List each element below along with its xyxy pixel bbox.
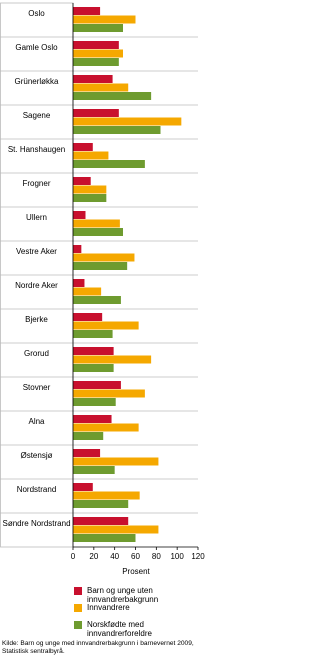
bar xyxy=(73,415,112,423)
legend-label: Norskfødte med innvandrerforeldre xyxy=(87,620,152,638)
category-label: Stovner xyxy=(23,383,51,392)
bar xyxy=(73,126,161,134)
legend-label: Innvandrere xyxy=(87,603,130,612)
bar xyxy=(73,525,159,534)
x-axis-label: Prosent xyxy=(122,567,150,576)
bar xyxy=(73,24,123,32)
bar xyxy=(73,262,128,270)
bar xyxy=(73,7,101,15)
bar xyxy=(73,117,182,126)
bar xyxy=(73,287,102,296)
category-label: Østensjø xyxy=(20,451,52,460)
bar xyxy=(73,355,152,364)
bar xyxy=(73,219,120,228)
bar xyxy=(73,228,123,236)
category-label: Gamle Oslo xyxy=(15,43,58,52)
x-tick-label: 120 xyxy=(191,552,205,561)
bar xyxy=(73,483,93,491)
bar xyxy=(73,500,129,508)
category-label: Frogner xyxy=(22,179,50,188)
bar xyxy=(73,194,107,202)
bar xyxy=(73,83,129,92)
bar xyxy=(73,381,121,389)
bar xyxy=(73,321,139,330)
bar xyxy=(73,491,140,500)
category-label: Grünerløkka xyxy=(14,77,59,86)
bar xyxy=(73,466,115,474)
legend-swatch xyxy=(74,604,82,612)
x-tick-label: 20 xyxy=(89,552,98,561)
bar xyxy=(73,457,159,466)
bar xyxy=(73,296,121,304)
x-tick-label: 100 xyxy=(170,552,184,561)
bar xyxy=(73,279,85,287)
chart: Prosent Oslo Gamle Oslo Grünerløkka Sagene S… xyxy=(0,2,205,576)
bar xyxy=(73,364,114,372)
legend-entry: Norskfødte med innvandrerforeldre xyxy=(74,620,204,638)
category-label: St. Hanshaugen xyxy=(8,145,65,154)
bar xyxy=(73,517,129,525)
bar xyxy=(73,389,145,398)
category-label: Oslo xyxy=(28,9,45,18)
category-label: Søndre Nordstrand xyxy=(2,519,70,528)
category-label: Vestre Aker xyxy=(16,247,57,256)
legend-entry: Barn og unge uten innvandrerbakgrunn xyxy=(74,586,204,604)
x-tick-label: 40 xyxy=(110,552,119,561)
bar xyxy=(73,330,113,338)
source: Kilde: Barn og unge med innvandrerbakgru… xyxy=(2,640,194,655)
category-label: Nordstrand xyxy=(17,485,57,494)
bar xyxy=(73,449,101,457)
bar xyxy=(73,211,86,219)
legend-swatch xyxy=(74,587,82,595)
category-label: Alna xyxy=(28,417,45,426)
category-label: Grorud xyxy=(24,349,49,358)
bar xyxy=(73,245,82,253)
legend-label: Barn og unge uten innvandrerbakgrunn xyxy=(87,586,159,604)
bar xyxy=(73,15,136,24)
bar xyxy=(73,92,152,100)
bar xyxy=(73,253,135,262)
bar xyxy=(73,534,136,542)
page: Prosent Oslo Gamle Oslo Grünerløkka Sagene S… xyxy=(0,2,206,655)
bar xyxy=(73,347,114,355)
bar xyxy=(73,160,145,168)
x-tick-label: 0 xyxy=(71,552,76,561)
category-label: Bjerke xyxy=(25,315,48,324)
bar xyxy=(73,151,109,160)
bar xyxy=(73,398,116,406)
bar xyxy=(73,49,123,58)
x-tick-label: 60 xyxy=(131,552,140,561)
category-label: Sagene xyxy=(23,111,51,120)
bar xyxy=(73,41,119,49)
category-label: Nordre Aker xyxy=(15,281,58,290)
bar xyxy=(73,185,107,194)
bar xyxy=(73,313,103,321)
legend-swatch xyxy=(74,621,82,629)
bar xyxy=(73,177,91,185)
legend-entry: Innvandrere xyxy=(74,603,204,612)
category-label: Ullern xyxy=(26,213,47,222)
bar xyxy=(73,143,93,151)
x-tick-label: 80 xyxy=(152,552,161,561)
bar xyxy=(73,109,119,117)
bar xyxy=(73,75,113,83)
bar xyxy=(73,423,139,432)
bar xyxy=(73,58,119,66)
bar xyxy=(73,432,104,440)
